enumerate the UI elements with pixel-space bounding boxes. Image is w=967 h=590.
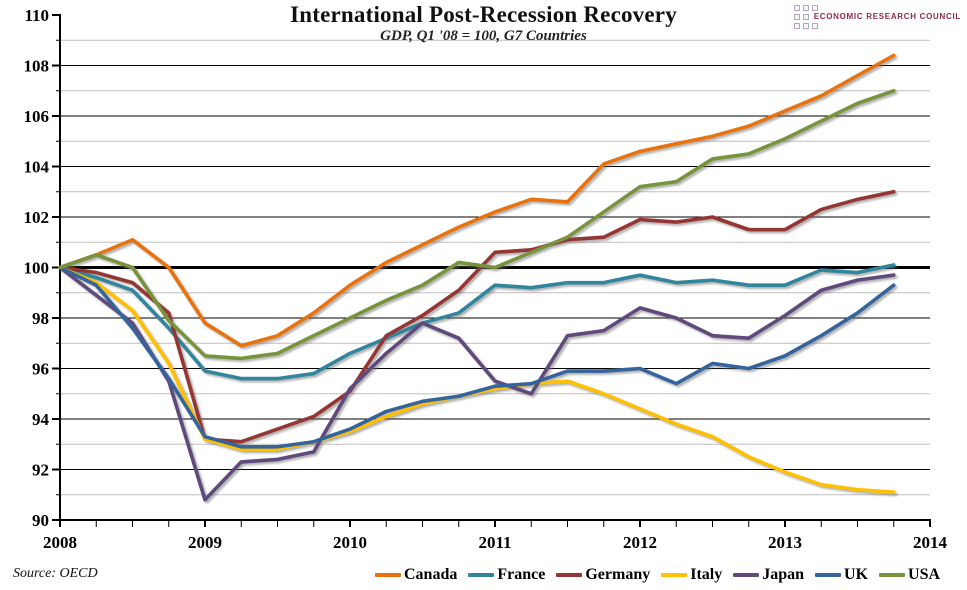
y-axis-tick-label: 104 <box>24 158 50 177</box>
series-line-france <box>58 263 896 381</box>
legend-item-italy: Italy <box>661 566 722 584</box>
y-axis-tick-label: 98 <box>32 309 49 328</box>
chart-footer: Source: OECD Canada France Germany Italy Jap… <box>0 562 967 588</box>
logo-square-icon <box>802 13 809 20</box>
logo-square-icon <box>802 22 809 29</box>
logo-squares-row <box>793 22 818 29</box>
legend-item-france: France <box>468 566 545 584</box>
series-line-germany <box>58 189 896 444</box>
y-axis-tick-label: 106 <box>24 107 50 126</box>
series-line-japan <box>58 265 896 502</box>
legend-label: USA <box>908 566 941 583</box>
y-axis-tick-label: 92 <box>32 461 49 480</box>
logo-wordmark: ECONOMIC RESEARCH COUNCIL <box>813 12 961 21</box>
y-axis-tick-label: 94 <box>32 410 50 429</box>
legend-swatch-icon <box>661 573 688 577</box>
x-axis-tick-label: 2010 <box>333 533 367 552</box>
legend-label: Italy <box>690 566 723 583</box>
x-axis-tick-label: 2009 <box>188 533 222 552</box>
logo-square-icon <box>793 13 800 20</box>
legend-label: Canada <box>404 566 458 583</box>
y-axis-tick-label: 110 <box>24 6 49 25</box>
x-axis-tick-label: 2014 <box>913 533 948 552</box>
y-axis-tick-label: 96 <box>32 360 49 379</box>
legend-item-canada: Canada <box>375 566 457 584</box>
x-axis-tick-label: 2008 <box>43 533 77 552</box>
legend-item-usa: USA <box>879 566 940 584</box>
x-axis-tick-label: 2011 <box>478 533 511 552</box>
legend-item-germany: Germany <box>556 566 650 584</box>
series-line-usa <box>58 88 896 361</box>
x-axis-tick-label: 2013 <box>768 533 802 552</box>
logo-square-icon <box>802 4 809 11</box>
legend-item-japan: Japan <box>733 566 804 584</box>
legend-swatch-icon <box>556 573 583 577</box>
legend-swatch-icon <box>468 573 495 577</box>
legend-swatch-icon <box>815 573 842 577</box>
logo-square-icon <box>793 4 800 11</box>
x-axis-tick-label: 2012 <box>623 533 657 552</box>
logo-square-icon <box>793 22 800 29</box>
legend-swatch-icon <box>733 573 760 577</box>
logo-squares-row: ECONOMIC RESEARCH COUNCIL <box>793 12 961 21</box>
legend-item-uk: UK <box>815 566 868 584</box>
legend-swatch-icon <box>375 573 401 577</box>
legend-label: Germany <box>585 566 651 583</box>
legend-label: France <box>497 566 546 583</box>
series-line-uk <box>58 265 896 449</box>
logo-squares-row <box>793 4 818 11</box>
logo-square-icon <box>811 22 818 29</box>
y-axis-tick-label: 102 <box>24 208 50 227</box>
series-line-canada <box>58 53 896 348</box>
y-axis-tick-label: 100 <box>24 259 50 278</box>
legend-label: UK <box>844 566 869 583</box>
legend-swatch-icon <box>879 573 906 577</box>
y-axis-tick-label: 90 <box>32 511 49 530</box>
logo-square-icon <box>811 4 818 11</box>
y-axis-tick-label: 108 <box>24 57 50 76</box>
source-note: Source: OECD <box>13 566 98 581</box>
chart-legend: Canada France Germany Italy Japan UK USA <box>0 566 940 584</box>
legend-label: Japan <box>762 566 805 583</box>
erc-logo: ECONOMIC RESEARCH COUNCIL <box>793 4 961 29</box>
